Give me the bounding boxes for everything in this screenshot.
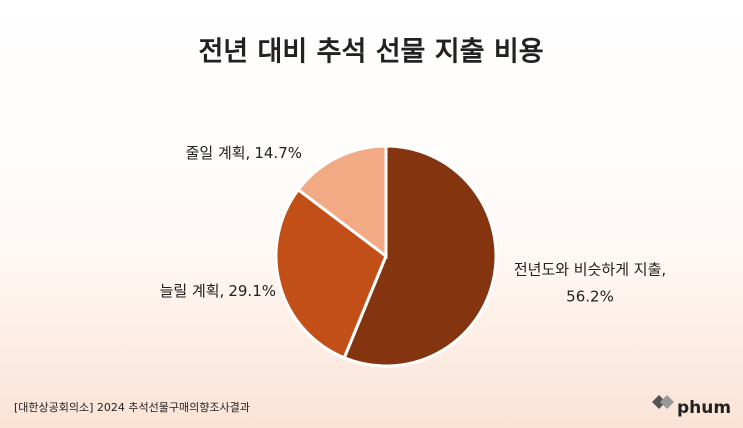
value-label: 56.2% [566,288,614,306]
chart-title: 전년 대비 추석 선물 지출 비용 [198,37,543,68]
value-label: 29.1% [228,282,276,300]
logo-icon [652,395,666,409]
logo: phum [652,395,731,418]
category-label: 전년도와 비슷하게 지출, [514,261,666,279]
value-label: 14.7% [254,144,302,162]
slice-label: 줄일 계획, 14.7% [186,144,302,162]
pie-slice [342,144,498,368]
slice-label: 늘릴 계획, 29.1% [160,282,276,300]
category-label: 늘릴 계획, [160,282,225,300]
pie-slice [296,144,388,260]
logo-icon [660,395,674,409]
logo-text: phum [677,398,731,418]
source: [대한상공회의소] 2024 추석선물구매의향조사결과 [14,401,250,414]
category-label: 줄일 계획, [186,144,251,162]
pie-slice [274,187,388,360]
